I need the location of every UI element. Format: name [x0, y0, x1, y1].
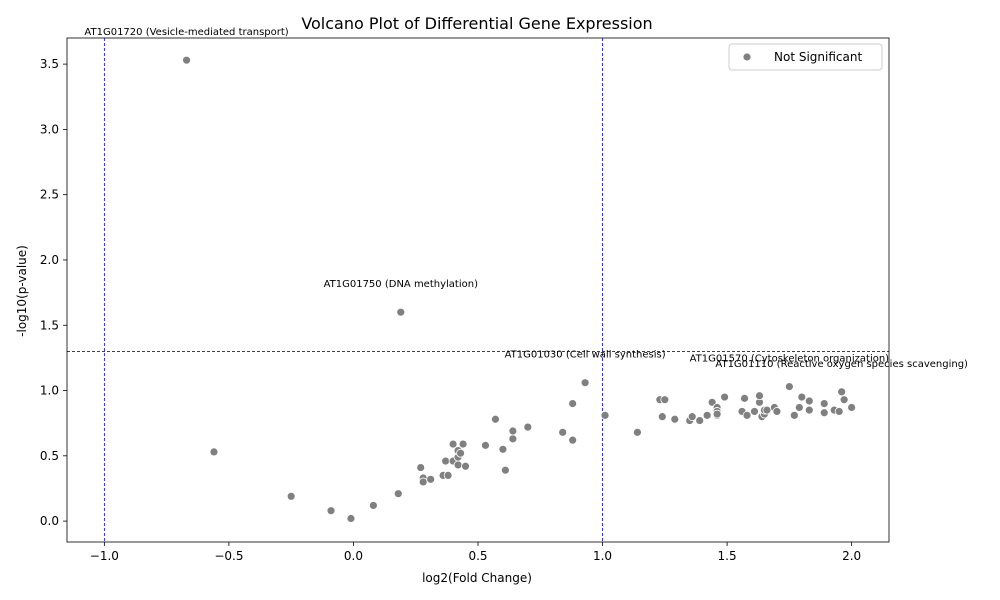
gene-annotation: AT1G01720 (Vesicle-mediated transport)	[84, 27, 288, 38]
data-point	[346, 514, 356, 523]
data-point	[742, 410, 752, 420]
data-point	[286, 491, 296, 501]
data-point	[740, 393, 749, 403]
data-point	[839, 395, 849, 405]
data-point	[508, 426, 518, 436]
data-point	[326, 506, 336, 516]
data-point	[750, 407, 759, 416]
data-point	[837, 387, 847, 397]
y-tick-label: 0.0	[40, 514, 59, 528]
legend-box	[728, 43, 883, 71]
y-tick-label: 2.5	[40, 188, 59, 202]
data-point	[580, 378, 590, 388]
data-point	[847, 403, 857, 412]
data-point	[687, 412, 697, 422]
annotations: AT1G01720 (Vesicle-mediated transport) AT…	[84, 27, 968, 370]
data-point	[762, 405, 772, 415]
data-point	[396, 307, 406, 317]
y-tick-label: 3.0	[40, 122, 59, 136]
x-axis-ticks: −1.0 −0.5 0.0 0.5 1.0 1.5 2.0	[90, 542, 861, 563]
y-tick-label: 1.0	[40, 384, 59, 398]
data-point	[508, 434, 518, 444]
data-point	[657, 412, 667, 422]
gene-annotation: AT1G01570 (Cytoskeleton organization)	[690, 354, 890, 365]
data-point	[568, 399, 578, 408]
data-points	[182, 55, 857, 523]
y-tick-label: 1.5	[40, 318, 59, 332]
data-point	[660, 395, 670, 405]
legend-label: Not Significant	[774, 50, 862, 64]
data-point	[368, 501, 378, 510]
data-point	[804, 405, 814, 415]
data-point	[797, 392, 807, 402]
data-point	[209, 447, 219, 457]
gene-annotation: AT1G01030 (Cell wall synthesis)	[505, 350, 666, 361]
y-axis-title: -log10(p-value)	[15, 245, 29, 337]
data-point	[702, 410, 712, 420]
data-point	[453, 460, 463, 470]
x-tick-label: −1.0	[90, 549, 119, 563]
y-axis-ticks: 0.0 0.5 1.0 1.5 2.0 2.5 3.0 3.5	[40, 57, 67, 528]
data-point	[393, 489, 403, 499]
x-tick-label: 0.5	[468, 549, 487, 563]
data-point	[755, 391, 764, 401]
chart-title: Volcano Plot of Differential Gene Expres…	[301, 14, 652, 33]
data-point	[458, 439, 468, 449]
data-point	[633, 427, 642, 437]
data-point	[523, 422, 533, 432]
y-tick-label: 2.0	[40, 253, 59, 267]
x-tick-label: 1.0	[593, 549, 612, 563]
x-tick-label: −0.5	[214, 549, 243, 563]
data-point	[670, 414, 680, 424]
data-point	[418, 477, 428, 487]
data-point	[600, 410, 610, 420]
data-point	[441, 456, 451, 466]
legend-marker	[742, 52, 752, 62]
x-tick-label: 2.0	[842, 549, 861, 563]
data-point	[443, 471, 453, 480]
data-point	[416, 463, 426, 472]
x-tick-label: 1.5	[718, 549, 737, 563]
data-point	[789, 410, 799, 420]
data-point	[772, 407, 782, 416]
x-tick-label: 0.0	[344, 549, 363, 563]
data-point	[720, 392, 729, 402]
threshold-lines	[67, 38, 889, 542]
data-point	[568, 435, 578, 445]
data-point	[182, 55, 191, 65]
data-point	[695, 416, 705, 425]
data-point	[819, 399, 829, 408]
data-point	[456, 448, 465, 458]
data-point	[481, 440, 490, 450]
data-point	[819, 408, 829, 418]
data-point	[448, 439, 458, 449]
data-point	[558, 427, 568, 437]
gene-annotation: AT1G01750 (DNA methylation)	[324, 279, 479, 290]
gene-annotation: AT1G01110 (Reactive oxygen species scave…	[715, 359, 968, 370]
data-point	[804, 396, 814, 406]
data-point	[426, 474, 436, 484]
data-point	[500, 465, 510, 475]
data-point	[461, 461, 470, 471]
data-point	[498, 444, 508, 454]
data-point	[784, 382, 794, 392]
data-point	[834, 407, 844, 416]
y-tick-label: 0.5	[40, 449, 59, 463]
legend: Not Significant	[728, 43, 883, 71]
data-point	[794, 403, 804, 412]
data-point	[491, 414, 500, 424]
y-tick-label: 3.5	[40, 57, 59, 71]
data-point	[712, 409, 722, 419]
x-axis-title: log2(Fold Change)	[422, 571, 532, 585]
